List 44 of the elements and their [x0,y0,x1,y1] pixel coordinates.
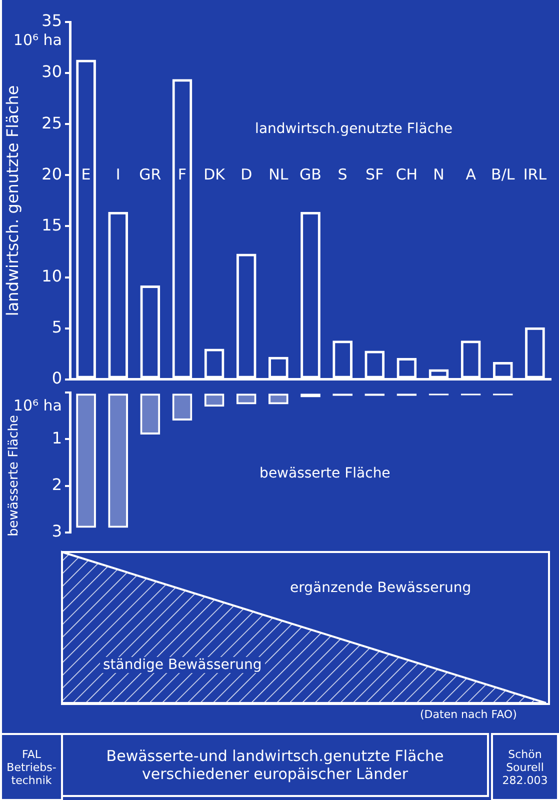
y-tick-label: 1 [52,428,62,448]
bar [140,394,160,435]
text: 10⁶ ha [13,396,62,414]
bar [236,394,256,404]
x-tick-label: N [433,166,444,184]
bar [268,394,288,404]
x-tick-label: A [466,166,477,184]
text: Schön Sourell 282.003 [491,733,559,800]
x-tick-label: F [178,166,187,184]
x-tick-label: NL [268,166,289,184]
annotation: landwirtsch.genutzte Fläche [255,120,453,137]
x-tick-label: I [116,166,120,184]
y-tick-label: 2 [52,474,62,494]
text: Bewässerte-und landwirtsch.genutzte Fläche verschiedener europäischer Länder [61,733,489,797]
x-tick-label: B/L [491,166,516,184]
y-tick-label: 25 [42,113,62,132]
y-axis-title: landwirtsch. genutzte Fläche [3,85,22,316]
text: (Daten nach FAO) [420,708,517,721]
x-tick-label: D [240,166,252,184]
x-tick-label: CH [396,166,418,184]
y-tick-label: 20 [42,164,62,184]
y-tick-label: 3 [52,522,62,541]
y-tick-label: 15 [42,215,62,234]
text: ständige Bewässerung [100,657,265,673]
x-tick-label: SF [366,166,384,184]
text: 10⁶ ha [13,30,62,49]
x-tick-label: E [81,166,91,184]
y-tick-label: 35 [42,11,62,30]
text: FAL Betriebs- technik [0,733,63,800]
y-tick-label: 30 [42,62,62,82]
bar [172,394,192,421]
text: ergänzende Bewässerung [290,580,472,596]
x-tick-label: S [338,166,348,184]
x-tick-label: GR [139,166,162,184]
y-tick-label: 5 [52,318,62,336]
bar [76,394,96,528]
x-tick-label: DK [204,166,226,184]
y-tick-label: 0 [52,368,62,388]
annotation: bewässerte Fläche [260,465,390,482]
x-tick-label: GB [300,166,322,184]
y-axis-title: bewässerte Fläche [6,414,22,536]
x-tick-label: IRL [523,166,548,184]
bar [108,394,128,528]
y-tick-label: 10 [42,266,62,286]
